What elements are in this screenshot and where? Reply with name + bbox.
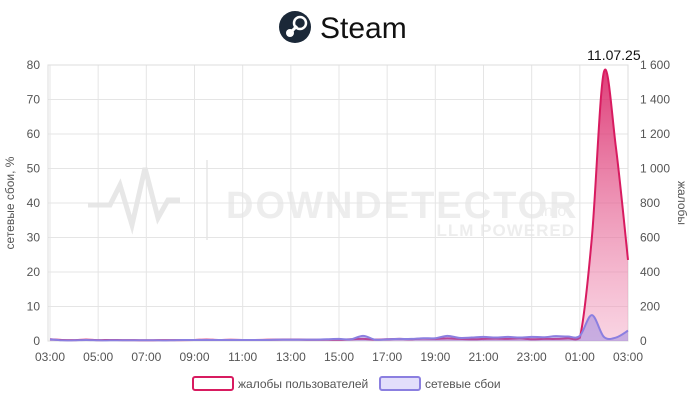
- x-tick-label: 01:00: [565, 350, 595, 364]
- y-axis-label: сетевые сбои, %: [3, 156, 17, 249]
- y2-tick-label: 600: [640, 231, 660, 245]
- x-tick-label: 03:00: [35, 350, 65, 364]
- chart-title: Steam: [320, 12, 407, 45]
- x-tick-label: 03:00: [613, 350, 643, 364]
- watermark-sub: LLM POWERED: [437, 221, 576, 240]
- y-tick-label: 60: [27, 127, 41, 141]
- steam-logo: [279, 11, 311, 43]
- y-tick-label: 0: [33, 334, 40, 348]
- y2-tick-label: 1 400: [640, 93, 670, 107]
- grid: [48, 64, 629, 342]
- y2-tick-label: 200: [640, 300, 660, 314]
- x-tick-label: 17:00: [372, 350, 402, 364]
- x-tick-label: 15:00: [324, 350, 354, 364]
- legend-swatch: [192, 376, 234, 391]
- y-tick-label: 10: [27, 300, 41, 314]
- x-tick-label: 21:00: [468, 350, 498, 364]
- y2-tick-label: 0: [640, 334, 647, 348]
- y-tick-label: 50: [27, 162, 41, 176]
- legend-swatch: [379, 376, 421, 391]
- series-area: [50, 315, 628, 341]
- x-tick-label: 11:00: [228, 350, 257, 364]
- y-tick-label: 40: [27, 196, 41, 210]
- x-tick-label: 09:00: [179, 350, 209, 364]
- y2-tick-label: 800: [640, 196, 660, 210]
- y-tick-label: 20: [27, 265, 41, 279]
- y2-axis-label: жалобы: [675, 181, 689, 225]
- x-tick-label: 13:00: [276, 350, 306, 364]
- x-tick-label: 19:00: [420, 350, 450, 364]
- x-tick-label: 23:00: [517, 350, 547, 364]
- watermark-suffix: .info: [536, 203, 566, 220]
- legend-label: сетевые сбои: [425, 377, 501, 391]
- annotation: 11.07.25: [587, 47, 641, 63]
- x-tick-label: 05:00: [83, 350, 113, 364]
- y2-tick-label: 400: [640, 265, 660, 279]
- watermark: DOWNDETECTOR .info LLM POWERED: [88, 160, 579, 240]
- y2-tick-label: 1 000: [640, 162, 670, 176]
- x-tick-label: 07:00: [131, 350, 161, 364]
- legend-label: жалобы пользователей: [238, 377, 368, 391]
- y-tick-label: 80: [27, 58, 41, 72]
- y-tick-label: 70: [27, 93, 41, 107]
- y2-tick-label: 1 200: [640, 127, 670, 141]
- y-tick-label: 30: [27, 231, 41, 245]
- y2-tick-label: 1 600: [640, 58, 670, 72]
- watermark-text: DOWNDETECTOR: [226, 185, 579, 227]
- series-line: [49, 314, 629, 342]
